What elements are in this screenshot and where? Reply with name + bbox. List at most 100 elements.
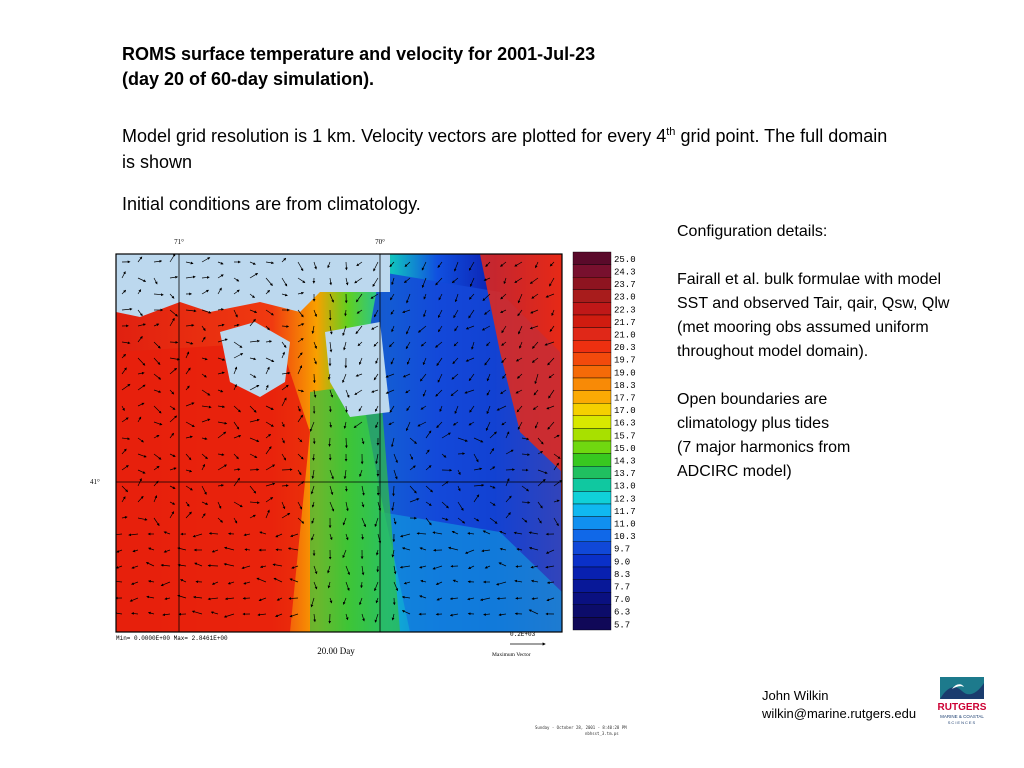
velocity-vector [217,517,224,523]
velocity-vector [502,373,507,379]
velocity-vector [217,338,228,343]
min-max-label: Min= 0.0000E+00 Max= 2.8461E+00 [116,635,228,642]
velocity-vector [385,373,395,378]
velocity-vector [281,437,285,444]
velocity-vector [297,501,303,510]
colorbar-swatch [572,604,612,618]
velocity-vector [169,485,176,489]
velocity-vector [275,613,283,618]
velocity-vector [393,453,398,464]
colorbar-tick-label: 6.3 [614,608,630,618]
velocity-vector [372,277,379,287]
velocity-vector [420,341,427,347]
velocity-vector [345,389,350,398]
velocity-vector [217,357,226,361]
velocity-vector [217,453,225,456]
velocity-vector [128,533,139,537]
velocity-vector [454,261,459,272]
velocity-vector [201,485,207,495]
velocity-vector [473,517,480,522]
velocity-vector [265,289,270,295]
velocity-vector [153,421,163,426]
velocity-vector [521,453,531,456]
initial-conditions-text: Initial conditions are from climatology. [122,194,421,214]
velocity-vector [499,547,507,551]
velocity-vector [121,307,133,311]
title-line-2: (day 20 of 60-day simulation). [122,69,375,89]
author-email[interactable]: wilkin@marine.rutgers.edu [762,706,917,721]
velocity-vector [217,323,225,327]
velocity-vector [342,517,347,526]
velocity-vector [201,513,206,519]
velocity-vector [485,421,491,431]
colorbar-swatch [572,428,612,442]
velocity-vector [265,325,270,331]
velocity-vector [521,437,530,441]
velocity-vector [531,357,539,363]
velocity-vector [249,418,260,423]
velocity-vector [281,512,291,519]
velocity-vector [249,405,257,413]
velocity-vector [169,340,179,344]
velocity-vector [327,261,331,269]
velocity-vector [185,511,192,519]
velocity-vector [489,431,497,439]
colorbar-tick-label: 13.7 [614,469,636,479]
velocity-vector [551,309,555,317]
velocity-vector [532,341,539,349]
velocity-vector [359,469,363,478]
velocity-vector [403,581,411,585]
velocity-vector [342,373,347,384]
velocity-vector [404,261,411,267]
velocity-vector [501,341,507,346]
velocity-vector [409,465,416,471]
velocity-vector [345,405,348,413]
velocity-vector [185,341,194,345]
velocity-vector [201,418,211,423]
colorbar-swatch [572,465,612,479]
velocity-vector [441,453,447,458]
colorbar-swatch [572,415,612,429]
velocity-vector [457,452,466,456]
day-label: 20.00 Day [317,646,355,656]
velocity-vector [249,501,260,505]
velocity-vector [116,565,123,569]
velocity-vector [417,421,427,427]
velocity-vector [344,309,347,317]
velocity-vector [505,495,512,503]
velocity-vector [153,259,163,263]
velocity-vector [486,373,491,382]
velocity-vector [281,371,291,375]
velocity-vector [553,517,559,527]
colorbar-tick-label: 10.3 [614,532,636,542]
velocity-vector [528,546,539,551]
velocity-vector [441,432,451,439]
velocity-vector [265,366,270,375]
velocity-vector [406,405,411,412]
velocity-vector [345,501,349,512]
velocity-vector [329,469,334,480]
velocity-vector [480,597,491,602]
velocity-vector [169,453,176,457]
velocity-vector [409,485,417,494]
velocity-vector [468,261,475,271]
colorbar-swatch [572,592,612,606]
velocity-vector [505,431,510,439]
velocity-vector [505,468,515,472]
velocity-vector [297,437,303,443]
velocity-vector [249,485,257,494]
velocity-vector [393,581,399,592]
velocity-vector [201,437,208,441]
colorbar-tick-label: 25.0 [614,255,636,265]
velocity-vector [116,611,123,615]
velocity-vector [375,549,379,556]
logo-wordmark: RUTGERS [938,702,987,713]
velocity-vector [516,548,523,551]
velocity-vector [375,597,379,604]
velocity-vector [201,357,208,361]
velocity-vector [276,597,283,601]
velocity-vector [441,517,449,521]
velocity-vector [297,414,303,423]
velocity-vector [185,324,195,327]
velocity-vector [342,597,347,605]
